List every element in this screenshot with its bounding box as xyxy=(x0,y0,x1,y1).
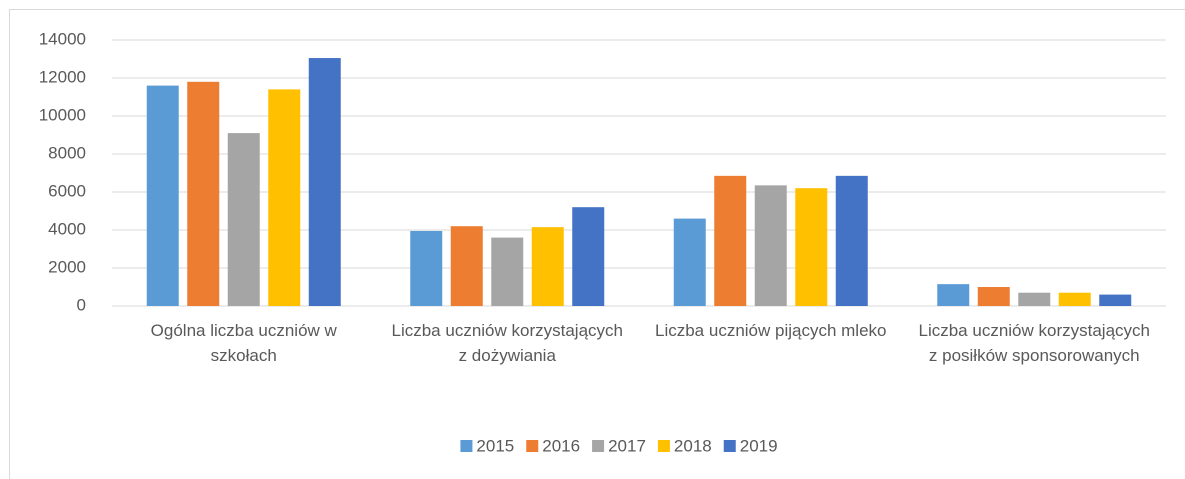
bar xyxy=(227,133,260,306)
bar xyxy=(1058,292,1091,306)
bar xyxy=(937,284,970,306)
bar xyxy=(977,287,1010,306)
y-tick-label: 12000 xyxy=(39,67,86,86)
legend-label: 2016 xyxy=(542,436,580,455)
bar xyxy=(146,85,179,306)
bar xyxy=(835,175,868,306)
bar xyxy=(450,226,483,306)
bar xyxy=(754,185,787,306)
legend-label: 2018 xyxy=(674,436,712,455)
y-tick-label: 14000 xyxy=(39,29,86,48)
legend-swatch xyxy=(657,440,670,452)
y-tick-label: 8000 xyxy=(48,143,86,162)
bar xyxy=(491,237,524,306)
legend-label: 2019 xyxy=(740,436,778,455)
x-tick-label: Ogólna liczba uczniów w szkołach xyxy=(150,321,337,365)
y-tick-label: 10000 xyxy=(39,105,86,124)
bar xyxy=(1018,292,1051,306)
bar xyxy=(410,230,443,306)
chart-border xyxy=(9,9,1185,479)
bar xyxy=(268,89,301,307)
legend-swatch xyxy=(723,440,736,452)
legend-label: 2015 xyxy=(476,436,514,455)
y-tick-label: 4000 xyxy=(48,219,86,238)
bar xyxy=(308,58,341,306)
bar xyxy=(1099,294,1132,306)
bar xyxy=(714,175,747,306)
legend-swatch xyxy=(526,440,539,452)
legend-swatch xyxy=(592,440,605,452)
bar xyxy=(795,188,828,306)
y-tick-label: 2000 xyxy=(48,257,86,276)
bar xyxy=(572,207,605,306)
x-tick-label: Liczba uczniów korzystających z posiłków… xyxy=(918,321,1150,365)
bar xyxy=(673,218,706,306)
x-tick-label: Liczba uczniów korzystających z dożywian… xyxy=(391,321,623,365)
y-tick-label: 6000 xyxy=(48,181,86,200)
legend-swatch xyxy=(460,440,473,452)
x-tick-label: Liczba uczniów pijących mleko xyxy=(655,321,887,340)
legend-label: 2017 xyxy=(608,436,646,455)
bar xyxy=(187,81,220,306)
bar xyxy=(531,227,564,306)
y-tick-label: 0 xyxy=(77,295,86,314)
